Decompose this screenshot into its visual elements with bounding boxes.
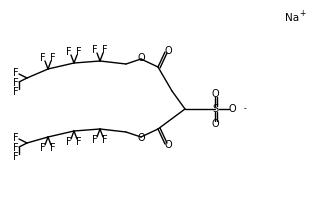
Text: S: S [212,104,218,114]
Text: O: O [211,119,219,129]
Text: F: F [13,143,19,153]
Text: +: + [299,10,305,19]
Text: F: F [13,68,19,78]
Text: F: F [66,137,72,147]
Text: F: F [13,87,19,97]
Text: F: F [40,143,46,153]
Text: F: F [76,47,82,57]
Text: F: F [102,45,108,55]
Text: F: F [92,45,98,55]
Text: F: F [50,53,56,63]
Text: F: F [66,47,72,57]
Text: F: F [92,135,98,145]
Text: O: O [228,104,236,114]
Text: O: O [211,89,219,99]
Text: F: F [40,53,46,63]
Text: O: O [164,140,172,150]
Text: F: F [13,78,19,88]
Text: F: F [50,143,56,153]
Text: F: F [102,135,108,145]
Text: F: F [13,152,19,162]
Text: F: F [76,137,82,147]
Text: O: O [137,53,145,63]
Text: O: O [164,46,172,56]
Text: Na: Na [285,13,299,23]
Text: O: O [137,133,145,143]
Text: -: - [244,104,246,114]
Text: F: F [13,133,19,143]
